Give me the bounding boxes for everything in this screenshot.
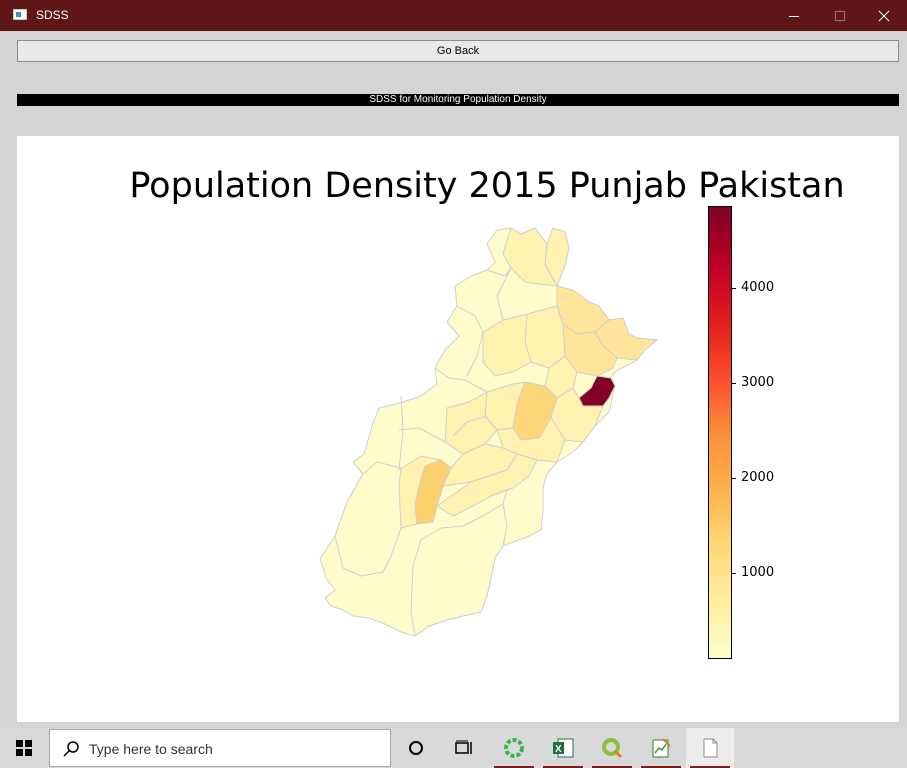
district-border	[398, 395, 404, 471]
minimize-button[interactable]	[771, 0, 817, 31]
start-button[interactable]	[0, 728, 48, 768]
maximize-button[interactable]	[817, 0, 863, 31]
close-icon	[878, 10, 890, 21]
colorbar-tick	[731, 572, 736, 574]
app-banner: SDSS for Monitoring Population Density	[17, 94, 899, 106]
colorbar-tick-label: 3000	[741, 374, 775, 390]
go-back-button[interactable]: Go Back	[17, 40, 899, 62]
cortana-icon	[409, 741, 423, 755]
punjab-choropleth-map	[319, 227, 658, 637]
svg-text:X: X	[555, 744, 562, 755]
taskbar-app-1[interactable]	[490, 728, 538, 768]
taskbar: Type here to search X	[0, 728, 907, 768]
colorbar-tick-label: 1000	[741, 564, 775, 580]
taskbar-app-document[interactable]	[686, 728, 734, 768]
search-icon	[63, 741, 79, 757]
cortana-button[interactable]	[392, 728, 440, 768]
taskbar-app-qgis[interactable]	[588, 728, 636, 768]
district-region	[410, 503, 508, 637]
close-button[interactable]	[861, 0, 907, 31]
district-region	[334, 461, 402, 577]
map-canvas: Population Density 2015 Punjab Pakistan	[17, 136, 899, 722]
district-region	[436, 453, 538, 517]
taskbar-search-box[interactable]: Type here to search	[49, 729, 391, 767]
colorbar	[708, 206, 732, 659]
app-icon	[13, 9, 27, 20]
green-circle-app-icon	[504, 738, 524, 758]
chart-title: Population Density 2015 Punjab Pakistan	[129, 166, 845, 206]
minimize-icon	[789, 15, 799, 17]
district-region	[482, 313, 532, 377]
colorbar-tick	[731, 382, 736, 384]
district-border	[452, 415, 488, 437]
window-titlebar: SDSS	[0, 0, 907, 31]
district-border	[496, 267, 512, 321]
district-border	[434, 367, 488, 393]
colorbar-tick-label: 2000	[741, 469, 775, 485]
taskbar-app-notepad[interactable]	[637, 728, 685, 768]
qgis-icon	[602, 738, 623, 759]
district-border	[486, 267, 512, 277]
notepad-chart-icon	[652, 738, 671, 758]
colorbar-tick	[731, 477, 736, 479]
maximize-icon	[835, 10, 845, 21]
colorbar-tick-label: 4000	[741, 279, 775, 295]
district-region	[502, 227, 558, 287]
task-view-button[interactable]	[440, 728, 488, 768]
district-border	[398, 427, 446, 443]
search-placeholder: Type here to search	[89, 741, 213, 757]
blank-document-icon	[703, 738, 718, 758]
district-region	[524, 305, 566, 369]
task-view-icon	[455, 740, 472, 754]
colorbar-tick	[731, 287, 736, 289]
taskbar-app-excel[interactable]: X	[539, 728, 587, 768]
excel-icon: X	[553, 738, 574, 758]
district-border	[502, 487, 514, 505]
district-region	[544, 227, 570, 287]
district-border	[456, 305, 484, 377]
window-title: SDSS	[36, 8, 69, 22]
windows-start-icon	[16, 740, 32, 756]
